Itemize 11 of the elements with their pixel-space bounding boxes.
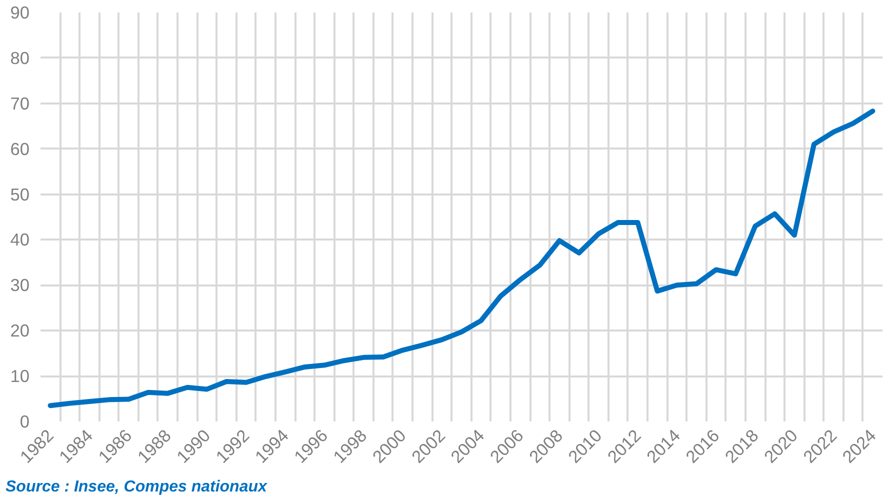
y-tick-label: 30: [10, 275, 30, 296]
y-tick-label: 40: [10, 230, 30, 250]
y-tick-label: 90: [10, 2, 30, 22]
y-tick-label: 80: [10, 48, 30, 68]
y-tick-label: 0: [20, 412, 30, 432]
y-tick-label: 20: [10, 320, 30, 341]
source-note: Source : Insee, Compes nationaux: [6, 478, 268, 496]
y-tick-label: 10: [10, 366, 30, 386]
y-tick-label: 50: [10, 184, 30, 204]
y-tick-label: 70: [10, 93, 30, 114]
y-tick-label: 60: [10, 138, 30, 159]
